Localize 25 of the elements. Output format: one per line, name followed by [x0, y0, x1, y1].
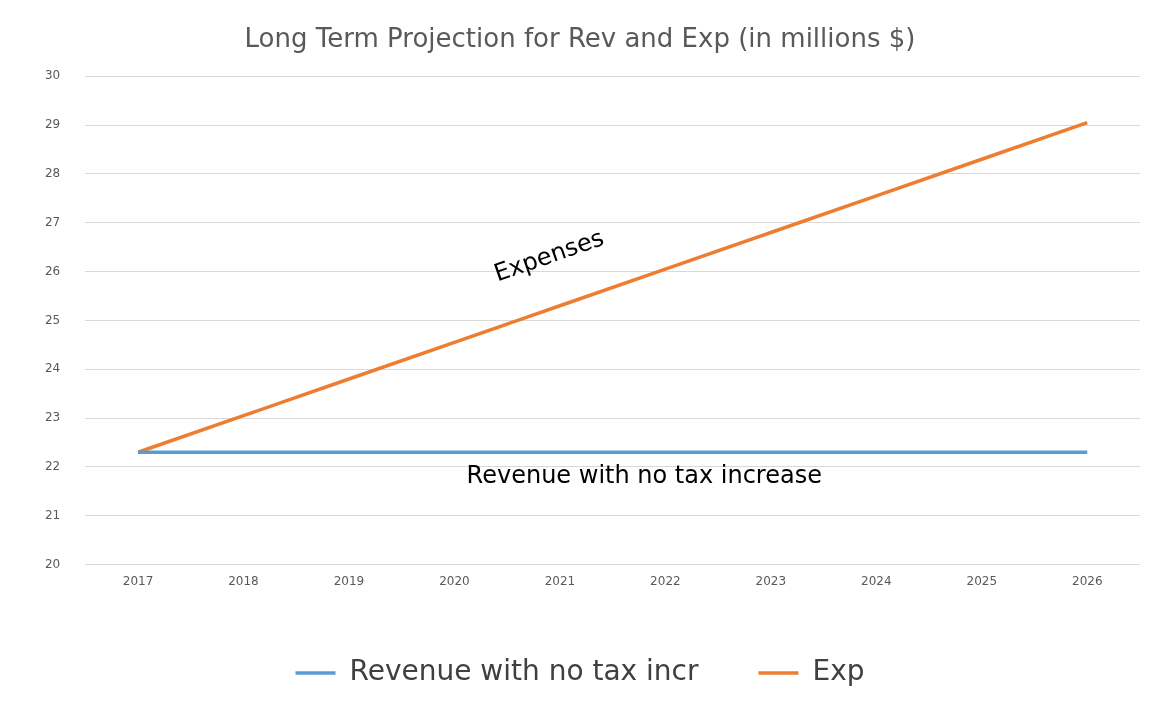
- x-tick-label: 2017: [122, 573, 154, 588]
- x-tick-label: 2022: [650, 573, 681, 588]
- y-tick-label: 23: [44, 410, 61, 425]
- y-tick-label: 24: [44, 361, 61, 376]
- legend-label: Revenue with no tax incr: [349, 654, 699, 688]
- y-tick-label: 21: [44, 507, 61, 522]
- x-tick-label: 2026: [1071, 573, 1103, 588]
- y-tick-label: 20: [44, 556, 61, 571]
- y-tick-label: 22: [44, 459, 61, 474]
- y-tick-label: 25: [44, 312, 61, 327]
- y-tick-label: 29: [44, 117, 61, 132]
- x-tick-label: 2023: [755, 573, 787, 588]
- x-tick-label: 2021: [544, 573, 576, 588]
- y-tick-label: 26: [44, 263, 61, 278]
- x-tick-label: 2018: [228, 573, 259, 588]
- chart-title: Long Term Projection for Rev and Exp (in millions $): [244, 23, 916, 54]
- y-tick-label: 27: [44, 214, 61, 229]
- x-tick-label: 2024: [861, 573, 892, 588]
- x-tick-label: 2019: [333, 573, 365, 588]
- y-tick-label: 30: [44, 68, 61, 83]
- annotation: Revenue with no tax increase: [466, 460, 822, 489]
- legend-label: Exp: [812, 654, 865, 688]
- x-tick-label: 2025: [966, 573, 998, 588]
- y-tick-label: 28: [44, 166, 61, 181]
- x-tick-label: 2020: [439, 573, 470, 588]
